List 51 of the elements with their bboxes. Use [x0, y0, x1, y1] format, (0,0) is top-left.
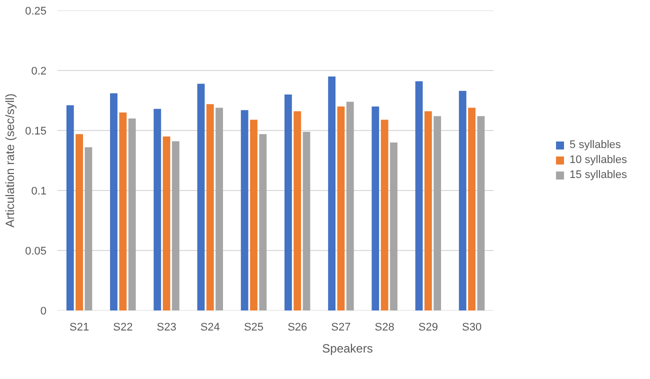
x-tick-label: S22 — [113, 322, 133, 334]
y-tick-label: 0.05 — [25, 246, 47, 258]
y-tick-label: 0.15 — [25, 126, 47, 138]
bar — [390, 142, 398, 310]
bar — [328, 76, 336, 310]
bar — [216, 108, 223, 310]
bar — [346, 102, 354, 310]
bar — [337, 106, 345, 310]
x-axis-title: Speakers — [322, 342, 373, 356]
x-tick-label: S21 — [70, 322, 90, 334]
legend-label: 10 syllables — [570, 154, 627, 166]
y-tick-label: 0.1 — [31, 186, 47, 198]
bar — [468, 108, 476, 310]
bar — [477, 116, 485, 310]
y-tick-label: 0.2 — [31, 66, 47, 78]
bar — [294, 111, 302, 310]
bar — [110, 93, 118, 310]
y-tick-label: 0.25 — [25, 6, 47, 18]
x-tick-label: S28 — [374, 322, 394, 334]
bar — [66, 105, 74, 310]
x-tick-label: S24 — [200, 322, 220, 334]
bar — [302, 132, 310, 310]
y-tick-label: 0 — [40, 306, 47, 318]
bar — [162, 136, 170, 310]
bar — [372, 106, 380, 310]
bar — [284, 94, 292, 310]
bar — [250, 120, 258, 310]
x-tick-label: S25 — [244, 322, 264, 334]
bar — [380, 120, 388, 310]
bar — [172, 141, 180, 310]
bar — [154, 108, 162, 310]
x-tick-label: S26 — [288, 322, 308, 334]
bar — [434, 116, 442, 310]
x-tick-label: S23 — [156, 322, 176, 334]
bar — [240, 110, 248, 310]
x-tick-label: S27 — [331, 322, 351, 334]
x-tick-label: S30 — [462, 322, 482, 334]
bar — [415, 81, 423, 310]
y-axis-title: Articulation rate (sec/syll) — [3, 93, 18, 228]
bar — [259, 134, 267, 310]
bar — [424, 111, 432, 310]
bar — [206, 104, 214, 310]
bar — [128, 118, 136, 310]
legend-label: 5 syllables — [570, 139, 621, 151]
bar — [119, 112, 127, 310]
bar — [197, 84, 205, 310]
x-tick-label: S29 — [418, 322, 438, 334]
bar — [84, 147, 92, 310]
bar — [458, 90, 466, 310]
legend-label: 15 syllables — [570, 169, 627, 181]
bar — [76, 134, 84, 310]
